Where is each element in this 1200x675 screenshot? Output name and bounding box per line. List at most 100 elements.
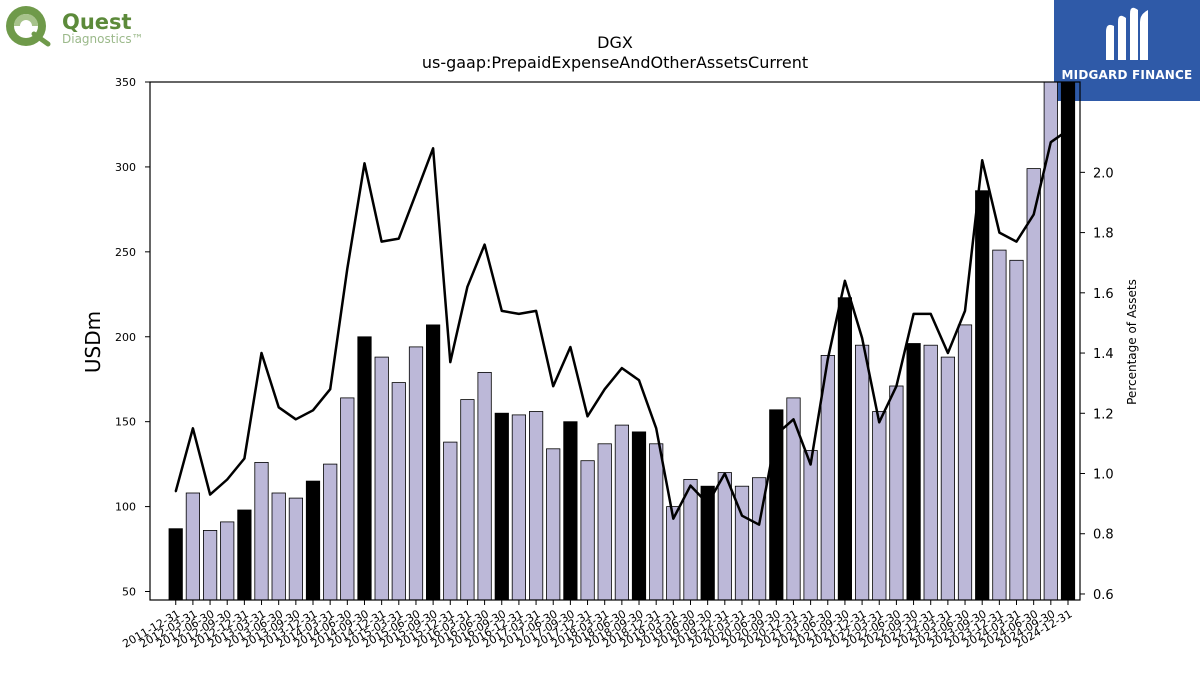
bar-2012-03-31 xyxy=(185,492,200,601)
quest-logo-icon xyxy=(6,6,51,47)
bar-2018-12-31 xyxy=(649,443,664,601)
bar-2024-06-30 xyxy=(1026,168,1041,601)
bar-2024-12-31 xyxy=(1060,81,1076,601)
bar-2022-03-31 xyxy=(872,411,887,601)
line-point-2018-12-31 xyxy=(655,427,657,430)
bar-2021-03-31 xyxy=(803,450,818,601)
line-point-2019-03-31 xyxy=(672,517,675,520)
line-point-2016-06-30 xyxy=(483,243,486,246)
bars-layer xyxy=(168,81,1076,601)
y-tick-label: 50 xyxy=(122,586,136,599)
bar-2013-09-30 xyxy=(288,497,304,601)
diagnostics-logo-text: Diagnostics™ xyxy=(62,32,144,46)
bar-2022-09-30 xyxy=(906,343,921,601)
line-point-2019-06-30 xyxy=(689,484,692,487)
bar-2015-03-31 xyxy=(391,382,406,601)
y-tick-label: 100 xyxy=(115,501,136,514)
chart-title: DGX xyxy=(597,33,633,52)
y-tick-label: 350 xyxy=(115,76,136,89)
line-point-2024-12-31 xyxy=(1067,129,1069,131)
y2-tick-label: 0.6 xyxy=(1093,588,1114,603)
y-axis-label: USDm xyxy=(81,311,105,373)
bar-2019-03-31 xyxy=(666,506,681,601)
line-point-2021-12-31 xyxy=(861,337,863,339)
bar-2022-12-31 xyxy=(923,344,938,601)
bar-2013-03-31 xyxy=(254,461,269,601)
line-point-2019-09-30 xyxy=(706,502,709,505)
line-point-2021-09-30 xyxy=(844,280,846,282)
bar-2015-12-31 xyxy=(443,441,458,601)
bar-2013-12-31 xyxy=(305,480,321,601)
midgard-logo-icon xyxy=(1106,7,1148,60)
quest-diagnostics-logo: Quest Diagnostics™ xyxy=(4,4,164,50)
bar-2014-06-30 xyxy=(340,397,355,601)
line-point-2018-06-30 xyxy=(621,367,623,369)
line-point-2024-09-30 xyxy=(1050,141,1052,143)
bar-2017-06-30 xyxy=(546,448,561,601)
bar-2017-03-31 xyxy=(529,411,544,601)
bar-2018-03-31 xyxy=(597,443,612,601)
bar-2023-12-31 xyxy=(992,249,1007,601)
bar-2013-06-30 xyxy=(271,492,286,601)
bar-2016-06-30 xyxy=(477,371,492,601)
line-point-2015-06-30 xyxy=(415,192,417,195)
line-point-2011-12-31 xyxy=(174,490,177,493)
line-point-2017-03-31 xyxy=(535,310,537,312)
y-tick-label: 300 xyxy=(115,161,136,174)
line-point-2012-03-31 xyxy=(192,427,194,430)
line-point-2014-12-31 xyxy=(380,240,383,243)
bar-2019-12-31 xyxy=(717,472,732,601)
bar-2012-12-31 xyxy=(237,509,252,601)
line-point-2017-09-30 xyxy=(569,346,572,348)
line-point-2024-03-31 xyxy=(1015,240,1018,243)
line-point-2023-06-30 xyxy=(964,310,966,312)
line-point-2013-09-30 xyxy=(295,418,297,421)
bar-2015-09-30 xyxy=(425,324,441,601)
quest-logo-text: Quest xyxy=(62,10,132,34)
y2-axis-label: Percentage of Assets xyxy=(1125,279,1139,405)
bar-2018-09-30 xyxy=(631,431,647,601)
y-tick-label: 250 xyxy=(115,246,136,259)
line-point-2018-09-30 xyxy=(638,379,640,382)
line-point-2020-06-30 xyxy=(758,523,760,526)
chart-subtitle: us-gaap:PrepaidExpenseAndOtherAssetsCurr… xyxy=(422,53,808,72)
line-point-2022-12-31 xyxy=(929,313,932,315)
line-point-2020-09-30 xyxy=(775,433,778,436)
y-tick-label: 150 xyxy=(115,416,136,429)
y2-tick-label: 1.4 xyxy=(1093,347,1114,362)
y-tick-label: 200 xyxy=(115,331,136,344)
line-point-2015-09-30 xyxy=(432,147,434,150)
line-point-2023-03-31 xyxy=(947,352,949,354)
line-point-2013-06-30 xyxy=(277,406,280,409)
bar-2023-06-30 xyxy=(957,324,973,601)
line-point-2015-03-31 xyxy=(398,237,400,240)
line-point-2019-12-31 xyxy=(724,472,726,475)
bar-2024-03-31 xyxy=(1009,259,1024,601)
line-point-2017-12-31 xyxy=(586,415,589,418)
line-point-2015-12-31 xyxy=(449,361,452,363)
bar-2014-03-31 xyxy=(323,463,338,601)
line-point-2012-12-31 xyxy=(243,457,246,460)
plot-frame xyxy=(149,81,1081,601)
line-point-2023-09-30 xyxy=(981,159,983,162)
bar-2012-09-30 xyxy=(220,521,235,601)
bar-2014-09-30 xyxy=(357,336,372,601)
bar-2014-12-31 xyxy=(374,356,389,601)
bar-2011-12-31 xyxy=(168,528,183,601)
bar-2015-06-30 xyxy=(408,346,424,601)
line-point-2024-06-30 xyxy=(1032,213,1035,216)
y2-tick-label: 1.0 xyxy=(1093,468,1114,483)
line-point-2013-12-31 xyxy=(312,409,314,412)
line-point-2022-09-30 xyxy=(912,313,915,315)
y2-tick-label: 1.8 xyxy=(1093,227,1114,242)
bar-2019-06-30 xyxy=(683,478,698,601)
bar-2022-06-30 xyxy=(889,385,904,601)
midgard-finance-logo: MIDGARD FINANCE xyxy=(1054,0,1200,101)
bar-2018-06-30 xyxy=(614,424,630,601)
y2-tick-label: 1.2 xyxy=(1093,407,1114,422)
bar-2017-12-31 xyxy=(580,460,595,601)
line-point-2014-09-30 xyxy=(363,162,366,165)
line-point-2020-12-31 xyxy=(792,418,795,421)
line-point-2018-03-31 xyxy=(603,388,606,391)
y2-tick-label: 0.8 xyxy=(1093,528,1114,543)
